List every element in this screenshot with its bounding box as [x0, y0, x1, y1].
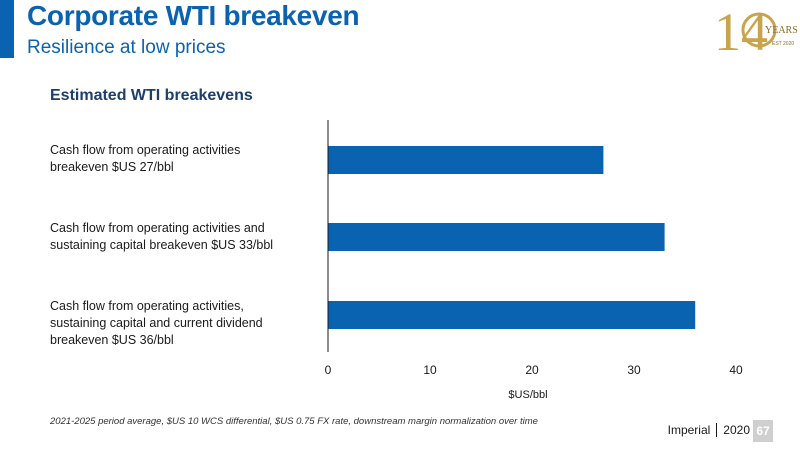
x-tick-label: 20 — [525, 363, 539, 377]
logo-est: EST 2020 — [772, 41, 794, 47]
page-title: Corporate WTI breakeven — [27, 0, 360, 31]
category-label: Cash flow from operating activities brea… — [50, 143, 241, 174]
footer: Imperial 2020 — [668, 423, 750, 437]
bar — [328, 146, 604, 174]
bar — [328, 223, 665, 251]
logo-years: YEARS — [765, 25, 798, 36]
x-tick-label: 0 — [325, 363, 332, 377]
page-number: 67 — [753, 420, 773, 442]
page-subtitle: Resilience at low prices — [27, 37, 226, 58]
x-axis-title: $US/bbl — [508, 389, 547, 401]
category-label: Cash flow from operating activities and … — [50, 221, 274, 252]
bar — [328, 301, 696, 329]
category-label: Cash flow from operating activities, sus… — [50, 299, 263, 347]
x-tick-label: 10 — [423, 363, 437, 377]
footer-company: Imperial — [667, 423, 711, 437]
anniversary-logo: 14 YEARS EST 2020 — [714, 2, 798, 58]
logo-zero-ring — [741, 12, 777, 48]
footer-divider — [716, 423, 718, 437]
footnote: 2021-2025 period average, $US 10 WCS dif… — [50, 416, 538, 427]
x-tick-label: 40 — [729, 363, 743, 377]
chart-title: Estimated WTI breakevens — [50, 87, 253, 104]
title-accent-bar — [0, 0, 14, 58]
footer-year: 2020 — [723, 423, 750, 437]
logo-digits: 14 — [714, 2, 768, 58]
x-tick-label: 30 — [627, 363, 641, 377]
